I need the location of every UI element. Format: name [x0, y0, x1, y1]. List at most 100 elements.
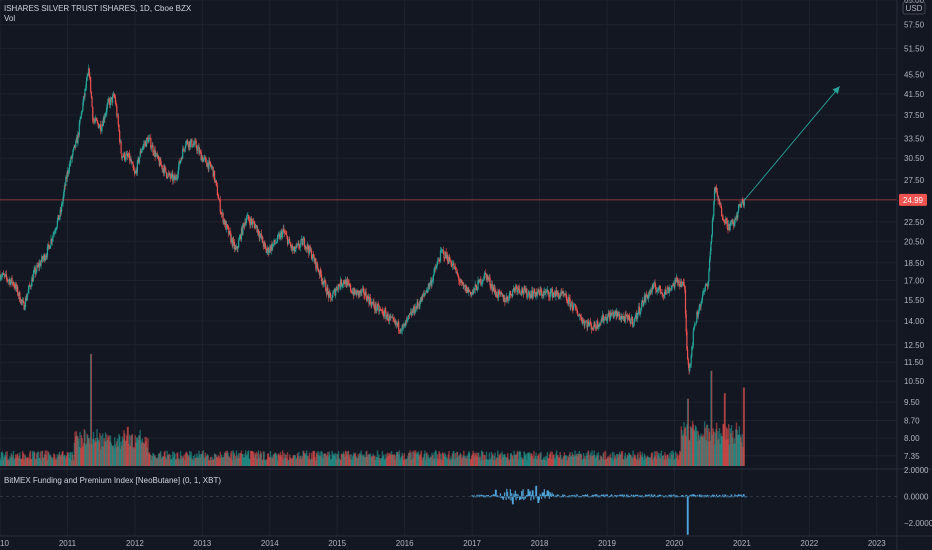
volume-bar [53, 454, 56, 466]
volume-bar [84, 430, 86, 466]
candle-body [404, 323, 406, 327]
candle-body [480, 283, 483, 285]
trend-arrow[interactable] [744, 86, 841, 201]
candle-body [202, 158, 204, 162]
volume-bar [555, 450, 558, 466]
candle-body [327, 287, 329, 292]
volume-bar [260, 453, 263, 466]
volume-bar [417, 453, 419, 466]
price-candles[interactable] [0, 64, 745, 375]
volume-bar [2, 459, 5, 466]
volume-bar [419, 453, 422, 466]
candle-body [705, 284, 707, 286]
candle-body [356, 290, 358, 296]
volume-bar [427, 456, 429, 466]
currency-badge[interactable]: USD [902, 1, 926, 15]
volume-bar [8, 460, 10, 466]
volume-bar [427, 454, 430, 466]
volume-bar [303, 450, 305, 466]
indicator-bar [508, 496, 510, 500]
volume-bar [557, 454, 559, 466]
volume-bar [725, 439, 727, 466]
volume-bar [159, 452, 161, 466]
volume-bar [375, 456, 377, 466]
volume-bar [93, 439, 95, 466]
indicator-bar [729, 496, 732, 498]
volume-bar [708, 428, 710, 466]
candle-body [488, 277, 490, 279]
volume-bar [66, 452, 68, 466]
candle-body [23, 302, 25, 310]
volume-bar [307, 456, 309, 466]
indicator-bar [555, 496, 557, 498]
volume-bar [550, 451, 552, 466]
volume-bar [373, 455, 376, 466]
candle-body [225, 221, 227, 230]
indicator-bar [696, 494, 698, 497]
candle-body [726, 220, 728, 229]
volume-bar [663, 459, 665, 466]
volume-bar [485, 459, 487, 466]
candle-body [105, 111, 107, 114]
indicator-bar [730, 494, 732, 497]
price-tick-label: 8.00 [904, 434, 920, 443]
price-axis[interactable]: 65.0057.5051.5045.5041.5037.5033.5030.50… [904, 0, 925, 461]
candle-body [485, 273, 488, 280]
candle-body [383, 315, 385, 317]
indicator-bar [729, 496, 731, 498]
volume-bar [378, 454, 380, 466]
indicator-bar [639, 495, 641, 497]
candle-body [302, 239, 304, 246]
volume-bar [594, 458, 597, 466]
indicator-bar [562, 496, 565, 498]
indicator-bar [615, 496, 618, 498]
candle-body [343, 280, 345, 283]
candle-body [455, 267, 457, 273]
indicator-bar [471, 495, 473, 497]
candle-body [174, 175, 176, 181]
indicator-bar [690, 494, 692, 497]
volume-bar [293, 454, 296, 466]
volume-bar [498, 454, 500, 466]
indicator-bar [692, 495, 694, 497]
volume-bar [468, 452, 471, 466]
candle-body [179, 160, 182, 164]
indicator-bar [579, 496, 582, 498]
volume-bar [570, 456, 572, 466]
indicator-bar [694, 495, 696, 497]
indicator-bar [717, 496, 719, 498]
indicator-bar [699, 496, 701, 498]
candle-body [535, 292, 537, 297]
candle-body [122, 156, 124, 158]
candle-body [443, 251, 445, 259]
indicator-bar [484, 496, 486, 498]
volume-bar [524, 455, 527, 466]
volume-bar [305, 453, 307, 466]
candle-body [580, 316, 582, 321]
indicator-bar [676, 496, 678, 498]
indicator-bar [738, 494, 740, 497]
volume-bar [423, 453, 425, 466]
volume-bar [266, 453, 269, 466]
candle-body [204, 157, 206, 159]
volume-bar [718, 428, 721, 466]
volume-bar [233, 453, 236, 466]
time-axis[interactable]: 2010201120122013201420152016201720182019… [0, 539, 886, 548]
candle-body [472, 290, 474, 294]
candle-body [53, 232, 55, 235]
volume-bar [623, 456, 626, 466]
volume-bar [373, 455, 375, 466]
volume-bar [97, 439, 100, 466]
candle-body [569, 298, 571, 307]
volume-bar [194, 457, 197, 466]
indicator-bar [601, 495, 604, 497]
volume-bar [380, 458, 382, 466]
volume-bar [407, 456, 409, 466]
candle-body [319, 269, 321, 275]
volume-bar [232, 450, 234, 466]
volume-bar [339, 459, 341, 466]
volume-bar [553, 454, 555, 466]
candle-body [4, 274, 6, 276]
time-tick-label: 2015 [328, 539, 346, 548]
